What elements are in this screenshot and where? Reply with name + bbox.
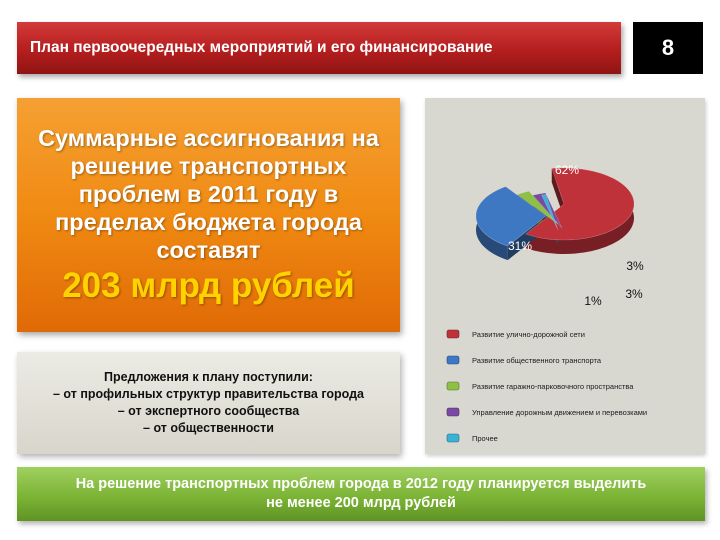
legend-label: Развитие гаражно-парковочного пространст… bbox=[472, 382, 634, 391]
budget-summary-text: Суммарные ассигнования на решение трансп… bbox=[38, 124, 379, 264]
footer-banner: На решение транспортных проблем города в… bbox=[17, 467, 705, 521]
pie-slice bbox=[541, 194, 559, 231]
pie-data-label: 3% bbox=[625, 287, 643, 301]
legend-label: Прочее bbox=[472, 434, 498, 443]
funding-pie-chart-panel: 62% 31% 3% 3% 1% Развитие улично-дорожной се… bbox=[425, 98, 705, 454]
legend-label: Управление дорожным движением и перевозк… bbox=[472, 408, 647, 417]
proposals-item: – от общественности bbox=[143, 421, 274, 436]
footer-line: На решение транспортных проблем города в… bbox=[75, 476, 647, 493]
pie-slice-wall bbox=[551, 168, 564, 218]
page-number: 8 bbox=[661, 35, 675, 60]
proposals-item: – от профильных структур правительства г… bbox=[52, 386, 365, 401]
budget-summary-box: Суммарные ассигнования на решение трансп… bbox=[17, 98, 400, 332]
proposals-heading: Предложения к плану поступили: bbox=[104, 369, 313, 384]
proposals-box: Предложения к плану поступили: – от проф… bbox=[17, 352, 400, 454]
legend-swatch bbox=[446, 433, 460, 443]
pie-slice bbox=[525, 167, 635, 241]
pie-data-label: 1% bbox=[584, 294, 602, 308]
legend-swatch bbox=[446, 381, 460, 391]
footer-line: не менее 200 млрд рублей bbox=[266, 495, 456, 511]
pie-slice bbox=[475, 186, 547, 247]
pie-data-label: 62% bbox=[555, 163, 579, 177]
pie-data-label: 31% bbox=[508, 239, 532, 253]
legend-swatch bbox=[446, 355, 460, 365]
legend-swatch bbox=[446, 407, 460, 417]
budget-amount: 203 млрд рублей bbox=[62, 266, 355, 306]
proposals-item: – от экспертного сообщества bbox=[117, 404, 300, 418]
pie-slice bbox=[532, 192, 563, 229]
page-number-badge: 8 bbox=[633, 22, 703, 74]
slide-title-bar: План первоочередных мероприятий и его фи… bbox=[17, 22, 621, 74]
legend-swatch bbox=[446, 329, 460, 339]
legend-label: Развитие улично-дорожной сети bbox=[472, 330, 585, 339]
legend-label: Развитие общественного транспорта bbox=[472, 356, 602, 365]
slide-title: План первоочередных мероприятий и его фи… bbox=[30, 39, 493, 56]
pie-slice bbox=[517, 190, 559, 225]
pie-data-label: 3% bbox=[626, 259, 644, 273]
funding-pie-chart: 62% 31% 3% 3% 1% Развитие улично-дорожной се… bbox=[446, 163, 647, 443]
